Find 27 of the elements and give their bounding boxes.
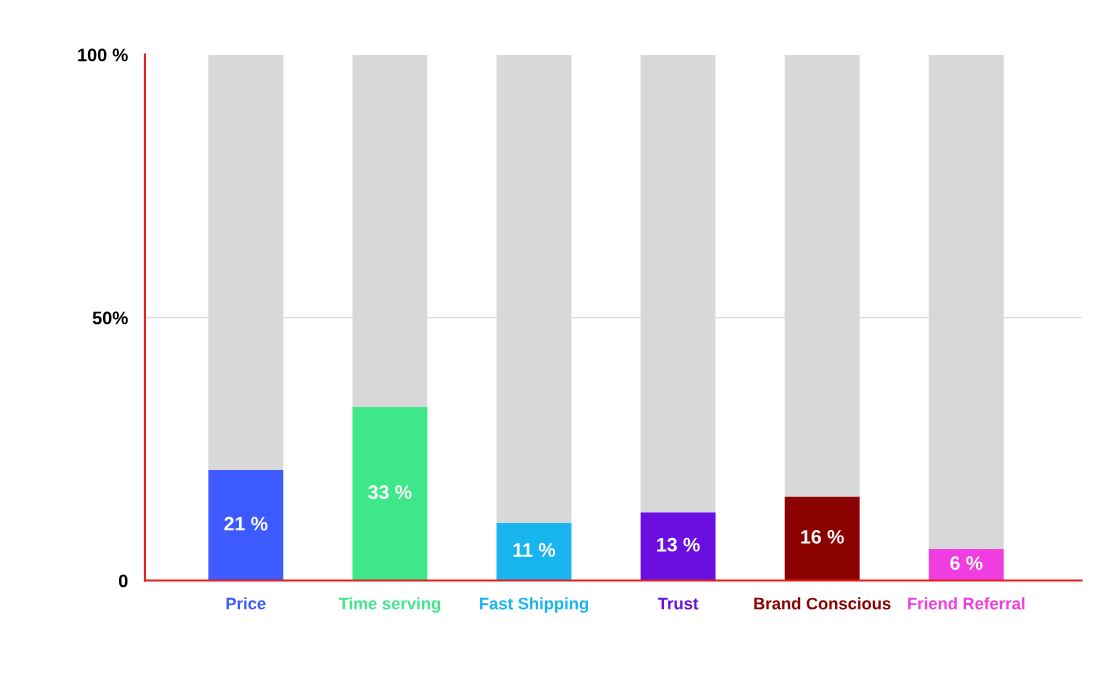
y-tick-label: 0 [118,574,128,588]
bar [640,512,716,581]
x-tick-label: Time serving [338,597,441,613]
bar [496,522,572,581]
bar [640,54,716,513]
bar [928,549,1004,581]
bar [352,407,428,581]
bar [208,470,284,581]
x-tick-label: Brand Conscious [754,597,891,610]
x-tick-label: Fast Shipping [480,597,588,613]
y-tick-label: 100 % [78,48,128,62]
bar [784,54,860,497]
data-label: 21 % [224,516,268,531]
x-tick-label: Friend Referral [908,597,1025,610]
data-label: 13 % [657,537,700,552]
bar [208,54,284,471]
data-label: 33 % [368,485,412,500]
data-label: 6 % [950,556,983,570]
bar [928,54,1004,549]
x-tick-label: Price [226,597,266,610]
y-tick-label: 50% [92,311,128,325]
data-label: 16 % [801,529,844,544]
bar [496,54,572,523]
bar [352,54,428,407]
bar [784,496,860,581]
data-label: 11 % [513,543,556,557]
x-tick-label: Trust [657,597,699,610]
